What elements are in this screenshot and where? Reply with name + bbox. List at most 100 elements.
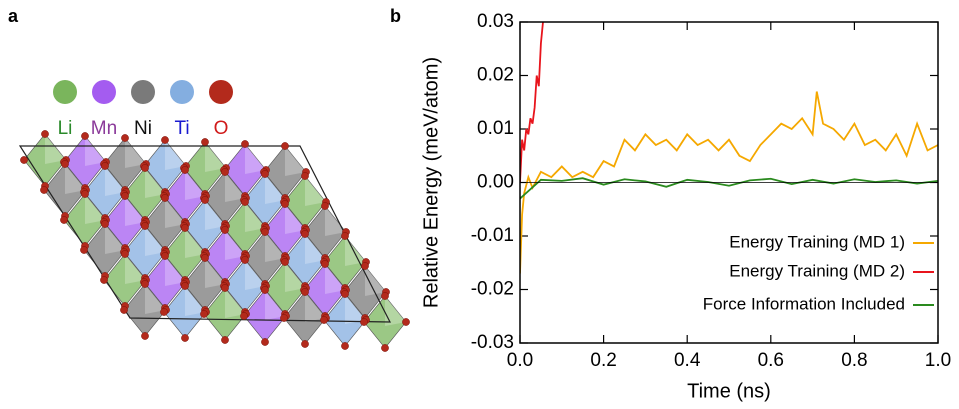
y-tick-label: 0.00 [477,172,514,193]
octahedron-face [365,266,386,296]
octahedron-face [165,198,186,228]
oxygen-atom [301,288,309,296]
oxygen-atom [101,220,109,228]
oxygen-atom [221,168,229,176]
oxygen-atom [280,314,288,322]
oxygen-atom [181,224,189,232]
oxygen-atom [301,230,309,238]
octahedron-face [305,176,326,206]
octahedron-face [205,200,226,230]
octahedron-face [185,286,206,316]
oxygen-atom [402,318,410,326]
oxygen-atom [81,190,89,198]
oxygen-atom [121,250,129,258]
oxygen-atom [381,292,389,300]
octahedron-face [265,232,286,262]
oxygen-atom [281,200,289,208]
oxygen-atom [181,282,189,290]
element-swatch [131,80,155,104]
plot-lines [520,22,938,274]
oxygen-atom [201,196,209,204]
element-swatch [170,80,194,104]
oxygen-atom [221,336,229,344]
oxygen-atom [281,142,289,150]
octahedron-face [285,146,306,176]
octahedron-face [45,134,66,164]
oxygen-atom [221,284,229,292]
oxygen-atom [361,262,369,270]
octahedron-face [205,142,226,172]
octahedron-face [345,294,366,324]
y-tick-label: 0.01 [477,118,514,139]
oxygen-atom [100,276,108,284]
octahedron-face [205,258,226,288]
octahedron-face [185,228,206,258]
oxygen-atom [141,280,149,288]
oxygen-atom [141,332,149,340]
oxygen-atom [301,172,309,180]
oxygen-atom [60,216,68,224]
oxygen-atom [241,256,249,264]
panel-label: a [8,6,19,26]
oxygen-atom [121,192,129,200]
octahedron-face [125,196,146,226]
octahedron-face [225,172,246,202]
oxygen-atom [321,202,329,210]
y-tick-label: -0.01 [471,225,514,246]
y-tick-label: 0.03 [477,11,514,32]
octahedron-face [85,194,106,224]
oxygen-atom [341,290,349,298]
oxygen-atom [281,258,289,266]
oxygen-atom [161,136,169,144]
oxygen-atom [301,340,309,348]
series-line [520,22,544,183]
oxygen-atom [201,138,209,146]
element-swatch [209,80,233,104]
octahedron-face [285,204,306,234]
oxygen-atom [141,164,149,172]
oxygen-atom [201,254,209,262]
x-tick-label: 0.2 [590,350,616,371]
oxygen-atom [161,194,169,202]
octahedron-face [305,292,326,322]
y-axis-label: Relative Energy (meV/atom) [420,57,442,308]
legend-label: Force Information Included [703,294,905,313]
panel-label: b [390,6,401,26]
oxygen-atom [101,162,109,170]
octahedron-face [265,290,286,320]
octahedron-face [185,170,206,200]
element-label: Ni [134,118,152,139]
oxygen-atom [40,186,48,194]
oxygen-atom [341,232,349,240]
oxygen-atom [181,166,189,174]
oxygen-atom [221,226,229,234]
cell-outline [18,145,391,323]
oxygen-atom [81,132,89,140]
oxygen-atom [261,170,269,178]
octahedron-face [105,166,126,196]
y-tick-label: 0.02 [477,65,514,86]
oxygen-atom [320,316,328,324]
oxygen-atom [120,306,128,314]
oxygen-atom [160,308,168,316]
y-tick-label: -0.03 [471,332,514,353]
series-line [520,91,938,274]
oxygen-atom [241,198,249,206]
octahedron-face [285,262,306,292]
octahedron-face [265,174,286,204]
element-swatch [53,80,77,104]
octahedron-face [225,288,246,318]
octahedron-face [245,260,266,290]
oxygen-atom [20,156,28,164]
octahedron-face [225,230,246,260]
x-tick-label: 0.0 [507,350,533,371]
oxygen-atom [61,160,69,168]
crystal-structure [18,130,410,352]
oxygen-atom [121,134,129,142]
oxygen-atom [80,246,88,254]
oxygen-atom [360,318,368,326]
element-label: Li [58,118,73,139]
oxygen-atom [321,260,329,268]
oxygen-atom [41,130,49,138]
